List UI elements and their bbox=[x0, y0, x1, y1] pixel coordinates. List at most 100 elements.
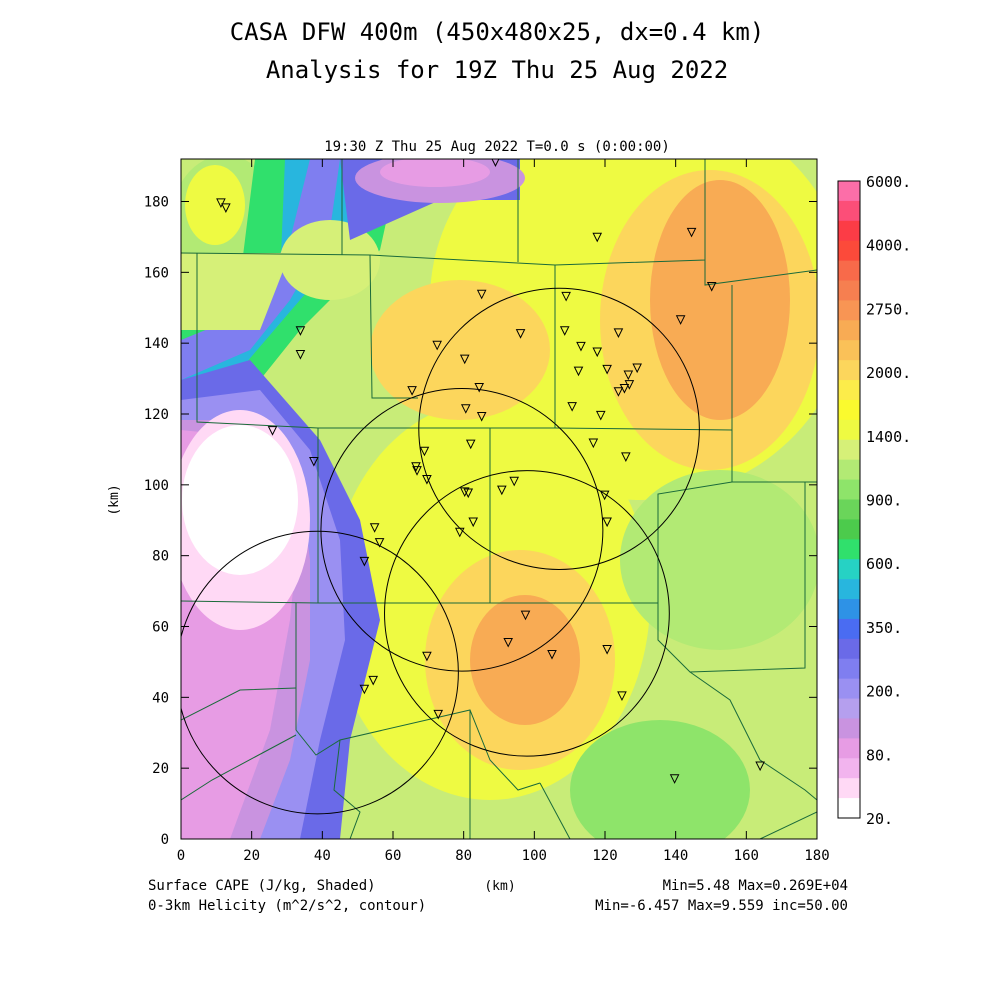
x-tick-label: 60 bbox=[385, 848, 402, 864]
station-marker bbox=[588, 438, 599, 449]
colorbar-swatch bbox=[838, 698, 860, 719]
colorbar-swatch bbox=[838, 200, 860, 222]
colorbar-swatch bbox=[838, 181, 860, 202]
radar-ring bbox=[181, 530, 459, 815]
contour-field-label: 0-3km Helicity (m^2/s^2, contour) bbox=[148, 898, 426, 914]
cape-contour-region bbox=[370, 280, 550, 420]
cape-contour-region bbox=[570, 720, 750, 839]
station-marker bbox=[706, 282, 717, 292]
colorbar-swatch bbox=[838, 559, 860, 580]
colorbar-swatch bbox=[838, 360, 860, 381]
station-marker bbox=[547, 649, 557, 660]
colorbar-label: 20. bbox=[866, 810, 893, 828]
y-axis-label: (km) bbox=[107, 484, 122, 515]
x-tick-label: 120 bbox=[592, 848, 617, 864]
colorbar-swatch bbox=[838, 419, 860, 441]
colorbar-label: 2000. bbox=[866, 364, 911, 382]
colorbar-swatch bbox=[838, 399, 860, 421]
colorbar-label: 600. bbox=[866, 555, 902, 573]
y-tick-label: 0 bbox=[161, 832, 169, 848]
colorbar-swatch bbox=[838, 280, 860, 301]
x-tick-label: 100 bbox=[522, 848, 547, 864]
colorbar-label: 6000. bbox=[866, 173, 911, 191]
station-marker bbox=[374, 538, 385, 548]
county-boundaries bbox=[181, 159, 817, 839]
colorbar-label: 80. bbox=[866, 746, 893, 764]
station-marker bbox=[221, 203, 231, 213]
station-marker bbox=[595, 410, 606, 421]
radar-ring bbox=[320, 388, 604, 672]
station-marker bbox=[419, 446, 430, 457]
station-marker bbox=[476, 411, 487, 422]
station-marker bbox=[675, 315, 686, 325]
colorbar-swatch bbox=[838, 300, 860, 321]
colorbar-label: 1400. bbox=[866, 428, 911, 446]
station-marker bbox=[613, 387, 624, 397]
x-tick-label: 180 bbox=[804, 848, 829, 864]
y-tick-label: 80 bbox=[152, 549, 169, 565]
station-marker bbox=[369, 523, 380, 533]
county-line bbox=[704, 260, 817, 286]
colorbar-label: 200. bbox=[866, 683, 902, 701]
station-marker bbox=[621, 452, 631, 462]
colorbar-swatch bbox=[838, 439, 860, 461]
station-marker bbox=[573, 366, 584, 377]
station-marker bbox=[476, 289, 487, 300]
station-marker bbox=[459, 354, 470, 365]
colorbar-swatch bbox=[838, 678, 860, 700]
station-marker bbox=[623, 370, 634, 381]
colorbar-label: 900. bbox=[866, 492, 902, 510]
station-marker bbox=[509, 476, 520, 487]
station-marker bbox=[422, 651, 432, 662]
colorbar-swatch bbox=[838, 260, 860, 282]
cape-contour-region bbox=[280, 220, 380, 300]
colorbar-swatch bbox=[838, 798, 860, 819]
colorbar-swatch bbox=[838, 539, 860, 560]
colorbar-swatch bbox=[838, 459, 860, 481]
x-tick-label: 40 bbox=[314, 848, 331, 864]
station-marker bbox=[359, 684, 370, 695]
station-marker bbox=[602, 364, 612, 375]
colorbar-swatch bbox=[838, 499, 860, 520]
station-markers bbox=[216, 159, 765, 784]
station-marker bbox=[216, 198, 226, 209]
colorbar-swatch bbox=[838, 579, 860, 600]
county-line bbox=[295, 603, 541, 791]
y-tick-label: 100 bbox=[144, 478, 169, 494]
county-line bbox=[181, 687, 297, 721]
station-marker bbox=[309, 456, 319, 467]
station-marker bbox=[669, 774, 680, 784]
county-line bbox=[318, 481, 733, 604]
colorbar-label: 4000. bbox=[866, 237, 911, 255]
county-line bbox=[759, 811, 817, 839]
shaded-field-label: Surface CAPE (J/kg, Shaded) bbox=[148, 878, 376, 894]
station-marker bbox=[567, 402, 577, 412]
x-tick-label: 140 bbox=[663, 848, 688, 864]
colorbar-swatch bbox=[838, 320, 860, 341]
colorbar-label: 2750. bbox=[866, 300, 911, 318]
x-tick-label: 20 bbox=[243, 848, 260, 864]
y-tick-label: 160 bbox=[144, 265, 169, 281]
station-marker bbox=[468, 517, 479, 528]
y-tick-label: 120 bbox=[144, 407, 169, 423]
x-axis-label: (km) bbox=[484, 879, 515, 894]
chart-title-line2: Analysis for 19Z Thu 25 Aug 2022 bbox=[266, 56, 728, 84]
county-line bbox=[539, 782, 571, 839]
county-line bbox=[369, 254, 418, 399]
colorbar-swatch bbox=[838, 618, 860, 640]
cape-contour-region bbox=[470, 595, 580, 725]
cape-contour-region bbox=[185, 165, 245, 245]
station-marker bbox=[561, 291, 571, 302]
contour-stats: Min=-6.457 Max=9.559 inc=50.00 bbox=[595, 898, 848, 914]
station-marker bbox=[599, 490, 610, 501]
colorbar-swatch bbox=[838, 599, 860, 620]
station-marker bbox=[295, 350, 306, 360]
station-marker bbox=[686, 227, 697, 238]
colorbar-swatch bbox=[838, 778, 860, 799]
y-tick-label: 140 bbox=[144, 336, 169, 352]
station-marker bbox=[368, 675, 379, 686]
station-marker bbox=[465, 439, 476, 450]
x-tick-label: 80 bbox=[455, 848, 472, 864]
station-marker bbox=[267, 426, 278, 436]
station-marker bbox=[460, 404, 471, 414]
